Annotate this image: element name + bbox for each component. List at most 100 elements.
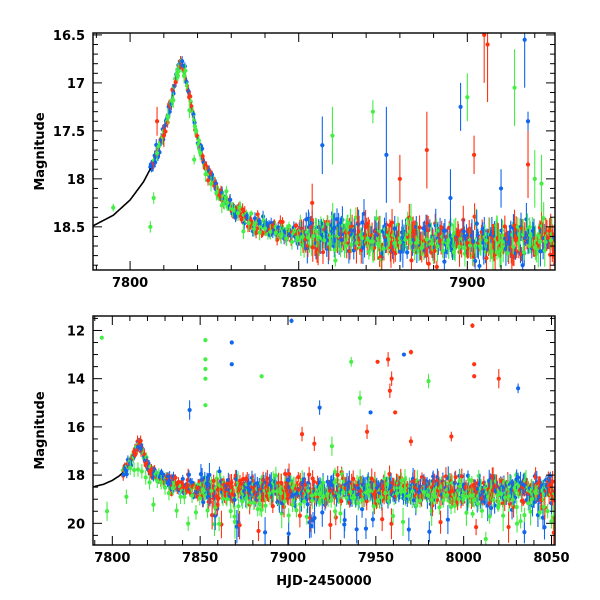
data-point-green — [398, 484, 403, 499]
data-point-blue — [255, 476, 260, 490]
data-point-green — [313, 486, 318, 502]
data-point-blue — [207, 462, 212, 487]
data-point-red — [163, 127, 168, 136]
data-point-green — [543, 234, 548, 250]
data-point-red — [173, 474, 178, 482]
data-point-green — [340, 485, 345, 500]
data-point-blue — [522, 33, 527, 88]
data-point-green — [330, 106, 335, 165]
data-point-red — [335, 465, 340, 485]
x-tick-label: 7850 — [182, 551, 218, 566]
data-point-green — [259, 374, 264, 379]
data-point-green — [465, 73, 470, 122]
data-point-green — [203, 376, 208, 381]
data-point-green — [132, 462, 137, 478]
data-point-green — [165, 108, 170, 124]
data-point-green — [533, 485, 539, 501]
data-point-green — [278, 485, 284, 501]
data-point-green — [491, 492, 496, 508]
data-point-green — [381, 241, 386, 257]
data-point-green — [268, 224, 273, 240]
data-point-green — [154, 145, 160, 161]
data-point-green — [135, 462, 141, 477]
data-point-green — [151, 192, 156, 204]
data-point-green — [314, 218, 319, 245]
data-point-green — [448, 499, 454, 515]
data-point-red — [482, 33, 487, 83]
data-point-green — [244, 491, 249, 506]
data-point-blue — [228, 194, 233, 206]
data-point-green — [143, 470, 148, 485]
data-point-green — [360, 230, 365, 246]
data-point-red — [426, 256, 431, 270]
x-tick-label: 8050 — [533, 551, 569, 566]
data-point-green — [329, 493, 334, 508]
data-point-green — [484, 232, 489, 249]
data-point-green — [414, 498, 419, 513]
data-point-green — [367, 483, 372, 498]
y-tick-label: 20 — [67, 517, 85, 532]
data-point-green — [284, 230, 289, 247]
data-point-green — [516, 235, 521, 251]
data-point-green — [322, 232, 327, 249]
data-point-green — [279, 228, 284, 245]
data-point-green — [302, 494, 307, 509]
data-point-green — [203, 338, 208, 343]
data-point-green — [403, 232, 408, 248]
data-point-red — [393, 410, 398, 415]
data-point-red — [328, 510, 333, 540]
data-point-red — [299, 426, 305, 442]
data-point-green — [197, 490, 202, 506]
data-point-green — [397, 234, 402, 251]
data-point-green — [309, 488, 314, 503]
data-point-green — [217, 516, 222, 532]
data-point-red — [320, 240, 326, 265]
data-point-green — [176, 63, 181, 79]
data-point-green — [430, 236, 435, 252]
data-point-green — [390, 508, 396, 524]
data-point-green — [483, 531, 488, 545]
bottom-panel: 7800 7850 7900 7950 8000 8050 12 14 16 18 20 Magnit… — [33, 315, 570, 589]
data-point-green — [214, 185, 219, 201]
data-point-red — [472, 374, 477, 379]
data-point-green — [528, 497, 533, 526]
y-tick-label: 14 — [67, 373, 85, 388]
data-point-green — [489, 243, 494, 260]
data-point-green — [332, 504, 338, 519]
data-point-red — [438, 510, 443, 534]
data-point-red — [472, 203, 477, 230]
plot-area — [93, 33, 555, 270]
data-point-green — [267, 486, 272, 501]
data-point-green — [505, 245, 510, 262]
data-point-green — [170, 480, 175, 496]
data-point-green — [124, 489, 129, 504]
data-point-blue — [232, 492, 237, 508]
data-point-green — [151, 497, 156, 512]
data-point-red — [154, 106, 160, 136]
data-point-green — [262, 220, 268, 237]
axes-frame — [92, 315, 556, 546]
data-point-green — [304, 508, 309, 525]
data-point-green — [166, 485, 171, 501]
data-point-green — [527, 238, 532, 254]
data-point-red — [473, 518, 479, 536]
data-point-green — [246, 215, 251, 231]
data-point-blue — [520, 250, 525, 270]
data-point-blue — [201, 496, 206, 508]
data-point-green — [295, 230, 300, 246]
data-point-green — [294, 503, 299, 518]
data-point-green — [225, 195, 230, 211]
y-tick-label: 12 — [67, 324, 85, 339]
data-point-blue — [187, 400, 192, 420]
data-point-red — [471, 135, 477, 175]
data-point-red — [550, 470, 555, 493]
data-point-blue — [361, 199, 367, 229]
data-point-green — [162, 480, 168, 495]
data-point-blue — [354, 515, 359, 544]
data-point-red — [310, 183, 315, 223]
data-point-green — [549, 514, 554, 529]
data-point-red — [369, 468, 374, 489]
data-point-green — [522, 507, 527, 523]
x-tick-label: 7900 — [270, 551, 306, 566]
data-point-blue — [458, 82, 463, 131]
